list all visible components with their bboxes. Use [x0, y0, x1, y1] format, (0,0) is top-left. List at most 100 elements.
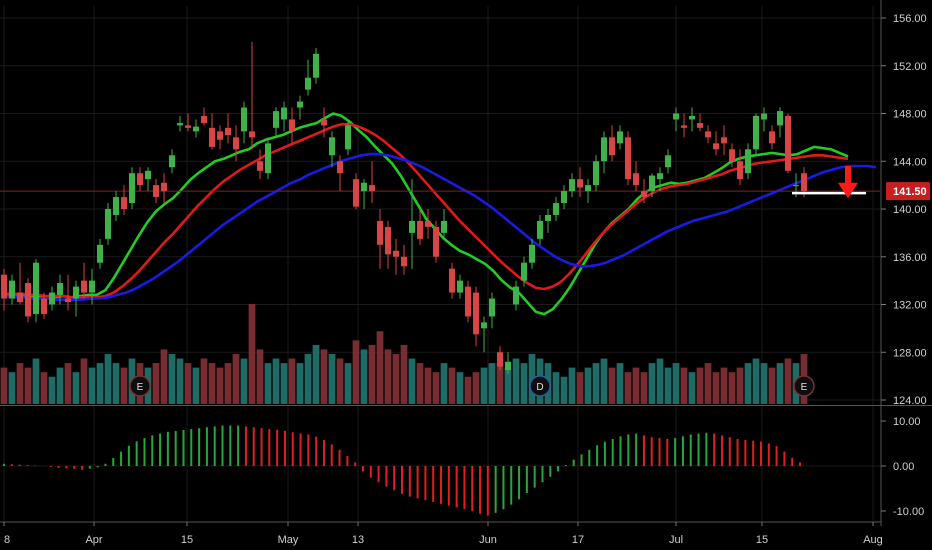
candle-body: [696, 123, 704, 128]
volume-bar: [264, 363, 272, 404]
price-axis[interactable]: 156.00 152.00 148.00 144.00 140.00 136.00 132.…: [880, 0, 927, 526]
volume-bar: [704, 363, 712, 404]
oscillator-bars: [0, 425, 880, 516]
volume-bar: [488, 363, 496, 404]
candle-body: [568, 179, 576, 192]
candle-body: [168, 155, 176, 168]
candle-body: [328, 137, 336, 156]
volume-bar: [496, 363, 504, 404]
candle-body: [240, 107, 248, 132]
candle-body: [128, 173, 136, 204]
volume-bar: [648, 363, 656, 404]
time-axis-label: Apr: [85, 534, 102, 546]
candle-body: [96, 244, 104, 263]
volume-bar: [320, 349, 328, 404]
candle-body: [32, 262, 40, 315]
volume-bar: [304, 354, 312, 404]
candle-body: [800, 173, 808, 192]
volume-bar: [376, 331, 384, 404]
volume-bar: [408, 358, 416, 404]
event-marker: [529, 375, 551, 397]
volume-bar: [560, 376, 568, 404]
time-axis-label: Aug: [863, 534, 883, 546]
candle-body: [472, 292, 480, 335]
volume-bar: [48, 376, 56, 404]
candle-body: [368, 185, 376, 192]
time-axis[interactable]: 8 Apr 15 May 13 Jun 17 Jul 15 Aug: [0, 521, 883, 546]
candle-body: [656, 173, 664, 180]
volume-bar: [712, 372, 720, 404]
candle-body: [352, 179, 360, 207]
volume-bar: [288, 358, 296, 404]
moving-average-lines: [3, 112, 877, 316]
candlesticks[interactable]: [0, 41, 808, 374]
candle-body: [152, 185, 160, 198]
volume-bar: [352, 340, 360, 404]
volume-bar: [744, 363, 752, 404]
volume-bar: [424, 367, 432, 404]
slow-ma-line: [3, 152, 877, 301]
candle-body: [608, 137, 616, 156]
candle-body: [760, 113, 768, 120]
volume-bar: [216, 367, 224, 404]
last-price-badge-label: 141.50: [893, 186, 927, 198]
candle-body: [648, 175, 656, 192]
oscillator-axis-label: -10.00: [893, 506, 924, 518]
volume-bar: [120, 367, 128, 404]
volume-bar: [784, 358, 792, 404]
volume-bar: [664, 367, 672, 404]
candle-body: [104, 209, 112, 239]
volume-bar: [232, 354, 240, 404]
volume-bar: [568, 367, 576, 404]
volume-bar: [224, 363, 232, 404]
time-axis-label: Jun: [479, 534, 497, 546]
volume-bar: [368, 344, 376, 404]
candle-body: [640, 191, 648, 198]
volume-bar: [392, 354, 400, 404]
candle-body: [336, 161, 344, 174]
volume-bar: [728, 372, 736, 404]
volume-bar: [8, 372, 16, 404]
candle-body: [776, 111, 784, 126]
volume-bar: [552, 372, 560, 404]
volume-bar: [720, 367, 728, 404]
volume-bar: [672, 363, 680, 404]
volume-bar: [696, 367, 704, 404]
candle-body: [712, 143, 720, 150]
event-marker: [129, 375, 151, 397]
volume-bar: [448, 367, 456, 404]
candle-body: [136, 173, 144, 186]
volume-bar: [208, 363, 216, 404]
fast-ma-line: [3, 112, 849, 316]
time-axis-label: 15: [756, 534, 768, 546]
candle-body: [176, 123, 184, 126]
candle-body: [680, 125, 688, 128]
volume-bar: [416, 363, 424, 404]
candle-body: [536, 220, 544, 239]
candle-body: [464, 286, 472, 317]
candle-body: [448, 268, 456, 293]
oscillator-axis-label: 0.00: [893, 461, 914, 473]
volume-bar: [160, 349, 168, 404]
price-axis-label: 156.00: [893, 13, 927, 25]
candle-body: [544, 214, 552, 221]
price-axis-label: 144.00: [893, 156, 927, 168]
candle-body: [120, 197, 128, 209]
volume-bar: [752, 358, 760, 404]
volume-bar: [400, 344, 408, 404]
volume-bar: [280, 363, 288, 404]
volume-bar: [472, 372, 480, 404]
candle-body: [744, 149, 752, 174]
volume-bar: [328, 354, 336, 404]
volume-bar: [776, 363, 784, 404]
candle-body: [8, 280, 16, 299]
candle-body: [272, 111, 280, 128]
candle-body: [184, 125, 192, 128]
candle-body: [584, 185, 592, 192]
last-price-badge: 141.50: [886, 182, 930, 201]
down-arrow-icon: [838, 166, 858, 199]
candle-body: [552, 203, 560, 215]
candle-body: [488, 298, 496, 317]
